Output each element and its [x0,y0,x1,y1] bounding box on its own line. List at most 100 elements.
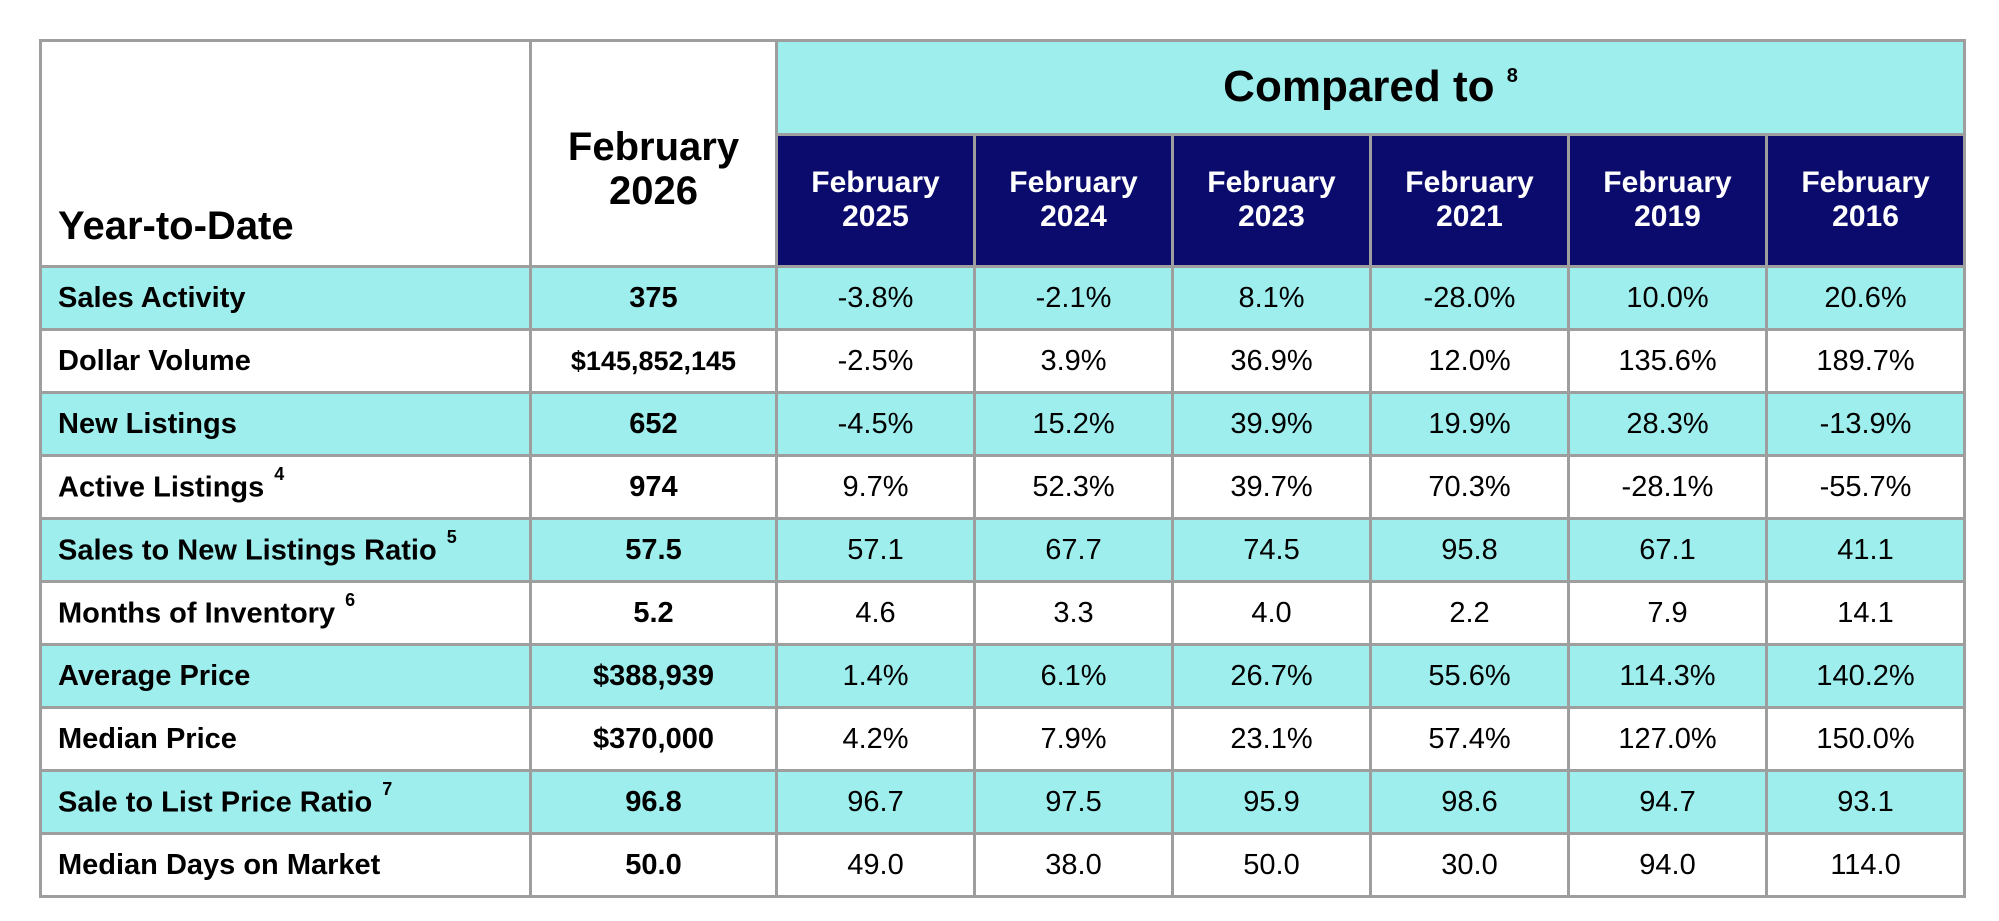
comparison-value-cell: 94.7 [1567,769,1768,835]
comparison-value-cell: -28.0% [1369,265,1570,331]
compare-column-line2: 2025 [842,200,909,234]
compare-column-line1: February [1009,166,1138,200]
comparison-value-cell: 95.8 [1369,517,1570,583]
comparison-value-cell: -55.7% [1764,454,1967,520]
row-label: Sale to List Price Ratio [58,786,373,819]
compared-to-header: Compared to 8 [774,39,1967,136]
comparison-value-cell: 140.2% [1764,643,1967,709]
table-row: Average Price $388,939 1.4% 6.1% 26.7% 55.6% 1… [39,643,1967,709]
row-label: Months of Inventory [58,597,336,630]
row-label-cell: Median Days on Market [39,832,532,898]
comparison-value-cell: 57.1 [775,517,976,583]
comparison-value-cell: 94.0 [1567,832,1768,898]
current-value-cell: 375 [529,265,778,331]
comparison-value-cell: 95.9 [1171,769,1372,835]
comparison-value-cell: -3.8% [775,265,976,331]
row-label: Active Listings [58,471,265,504]
row-label-cell: New Listings [39,391,532,457]
table-row: New Listings 652 -4.5% 15.2% 39.9% 19.9% 28.3%… [39,391,1967,457]
comparison-value-cell: 50.0 [1171,832,1372,898]
comparison-value-cell: 57.4% [1369,706,1570,772]
compare-column-line2: 2021 [1436,200,1503,234]
comparison-value-cell: 28.3% [1567,391,1768,457]
comparison-value-cell: 114.3% [1567,643,1768,709]
comparison-value-cell: 67.7 [973,517,1174,583]
current-period-line1: February [567,124,740,169]
comparison-value-cell: 6.1% [973,643,1174,709]
compare-column-line1: February [811,166,940,200]
comparison-value-cell: 10.0% [1567,265,1768,331]
table-row: Months of Inventory 6 5.2 4.6 3.3 4.0 2.2 7.9 14… [39,580,1967,646]
comparison-value-cell: 14.1 [1764,580,1967,646]
comparison-value-cell: 20.6% [1764,265,1967,331]
comparison-value-cell: 93.1 [1764,769,1967,835]
compare-column-line2: 2019 [1634,200,1701,234]
current-value-cell: $145,852,145 [529,328,778,394]
comparison-value-cell: 39.7% [1171,454,1372,520]
compare-column-line1: February [1405,166,1534,200]
comparison-value-cell: 49.0 [775,832,976,898]
table-row: Dollar Volume $145,852,145 -2.5% 3.9% 36.9% 1… [39,328,1967,394]
comparison-value-cell: -28.1% [1567,454,1768,520]
comparison-value-cell: 127.0% [1567,706,1768,772]
comparison-value-cell: 70.3% [1369,454,1570,520]
compare-column-line1: February [1207,166,1336,200]
comparison-value-cell: 1.4% [775,643,976,709]
compare-column-line1: February [1801,166,1930,200]
comparison-value-cell: 67.1 [1567,517,1768,583]
table-row: Active Listings 4 974 9.7% 52.3% 39.7% 70.3% -2… [39,454,1967,520]
comparison-value-cell: -2.5% [775,328,976,394]
table-row: Sales Activity 375 -3.8% -2.1% 8.1% -28.0% 10.… [39,265,1967,331]
comparison-value-cell: 97.5 [973,769,1174,835]
row-label: Median Days on Market [58,848,381,881]
compared-to-label: Compared to [1223,62,1495,112]
comparison-value-cell: 4.0 [1171,580,1372,646]
current-value-cell: 652 [529,391,778,457]
current-value-cell: 96.8 [529,769,778,835]
current-period-line2: 2026 [609,168,698,213]
comparison-value-cell: 8.1% [1171,265,1372,331]
compare-column-header: February 2024 [973,132,1174,269]
comparison-value-cell: 41.1 [1764,517,1967,583]
compare-column-header: February 2021 [1369,132,1570,269]
comparison-value-cell: 3.9% [973,328,1174,394]
comparison-value-cell: 7.9 [1567,580,1768,646]
row-label: Sales to New Listings Ratio [58,534,437,567]
comparison-value-cell: 114.0 [1764,832,1967,898]
comparison-value-cell: 2.2 [1369,580,1570,646]
comparison-value-cell: 74.5 [1171,517,1372,583]
row-label-cell: Sales Activity [39,265,532,331]
table-body: Sales Activity 375 -3.8% -2.1% 8.1% -28.0% 10.… [39,265,1967,898]
row-label-cell: Dollar Volume [39,328,532,394]
row-label: Average Price [58,659,251,692]
comparison-value-cell: 19.9% [1369,391,1570,457]
row-label-cell: Median Price [39,706,532,772]
row-footnote-marker: 5 [446,526,457,547]
comparison-value-cell: 135.6% [1567,328,1768,394]
current-value-cell: $388,939 [529,643,778,709]
comparison-value-cell: -4.5% [775,391,976,457]
row-footnote-marker: 6 [345,589,356,610]
current-value-cell: 50.0 [529,832,778,898]
row-label-cell: Sale to List Price Ratio 7 [39,769,532,835]
comparison-value-cell: -2.1% [973,265,1174,331]
comparison-value-cell: 9.7% [775,454,976,520]
row-label: New Listings [58,407,237,440]
comparison-value-cell: 7.9% [973,706,1174,772]
row-label-cell: Average Price [39,643,532,709]
current-period-header: February 2026 [529,39,778,268]
row-label: Dollar Volume [58,344,251,377]
compare-column-line2: 2016 [1832,200,1899,234]
row-footnote-marker: 4 [274,463,285,484]
comparison-value-cell: 4.2% [775,706,976,772]
comparison-value-cell: 52.3% [973,454,1174,520]
comparison-value-cell: 36.9% [1171,328,1372,394]
compare-column-line2: 2023 [1238,200,1305,234]
comparison-value-cell: -13.9% [1764,391,1967,457]
current-value-cell: 5.2 [529,580,778,646]
comparison-value-cell: 38.0 [973,832,1174,898]
comparison-value-cell: 39.9% [1171,391,1372,457]
comparison-value-cell: 30.0 [1369,832,1570,898]
comparison-value-cell: 26.7% [1171,643,1372,709]
row-header-label: Year-to-Date [39,39,532,268]
